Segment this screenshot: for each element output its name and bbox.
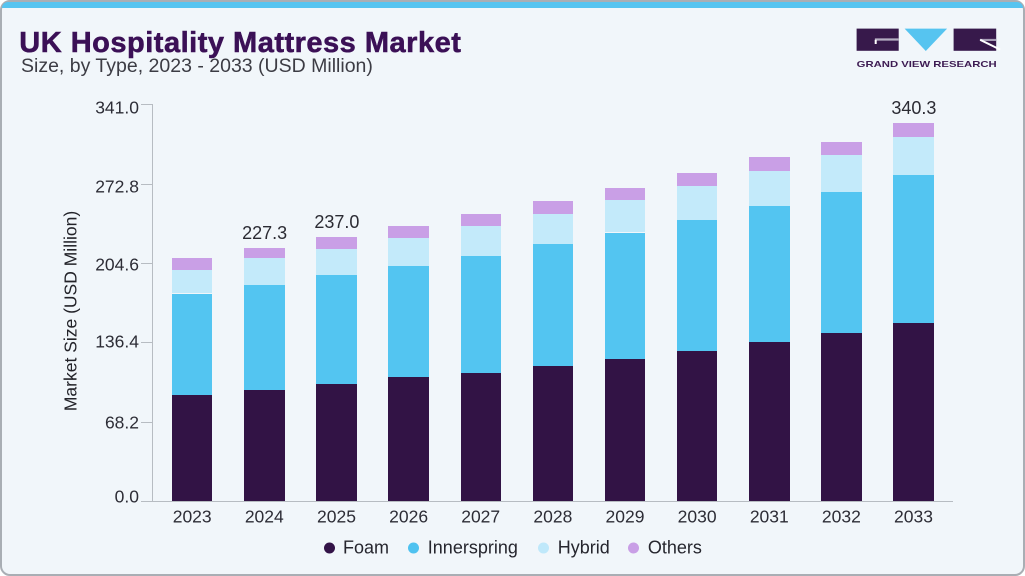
svg-text:GRAND VIEW RESEARCH: GRAND VIEW RESEARCH xyxy=(857,59,997,69)
